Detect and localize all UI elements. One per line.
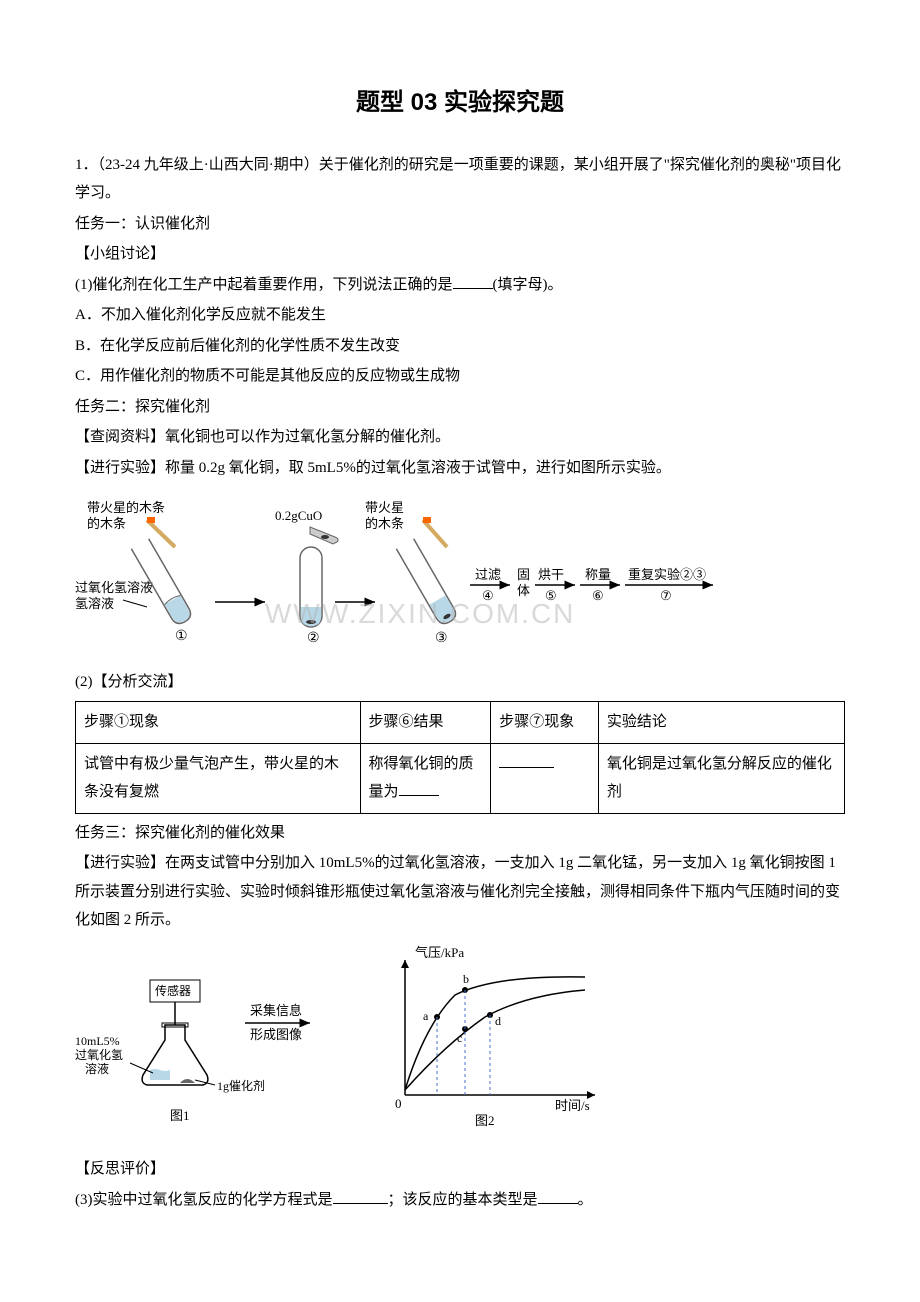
step-dry: 烘干	[538, 567, 564, 582]
task3-header: 任务三：探究催化剂的催化效果	[75, 819, 845, 848]
process-steps: 过滤 ④ 固 体 烘干 ⑤ 称量 ⑥ 重复实验②③ ⑦	[470, 567, 713, 603]
table-header-row: 步骤①现象 步骤⑥结果 步骤⑦现象 实验结论	[76, 702, 845, 744]
flask-l3: 溶液	[85, 1061, 109, 1076]
diagram-1-tubes: 带火星的木条 的木条 过氧化氢溶液 氢溶液 ① 0.2gCuO ②	[75, 492, 845, 658]
step-weigh: 称量	[585, 567, 611, 582]
question-intro: 1．（23-24 九年级上·山西大同·期中）关于催化剂的研究是一项重要的课题，某…	[75, 151, 845, 208]
point-d: d	[495, 1014, 501, 1028]
num-5: ⑤	[545, 588, 557, 603]
pressure-chart: 气压/kPa 0 时间/s a b c d 图2	[395, 945, 595, 1128]
svg-text:氢溶液: 氢溶液	[75, 596, 114, 611]
option-b: B．在化学反应前后催化剂的化学性质不发生改变	[75, 332, 845, 361]
blank-fill	[538, 1189, 578, 1204]
svg-text:0: 0	[395, 1096, 402, 1111]
th-1: 步骤①现象	[76, 702, 361, 744]
step-repeat: 重复实验②③	[628, 567, 706, 582]
num-2: ②	[307, 631, 320, 646]
splint-label-3: 带火星	[365, 500, 404, 515]
fig1-label: 图1	[170, 1108, 190, 1123]
num-3: ③	[435, 631, 448, 646]
q1-3-suffix: 。	[578, 1192, 593, 1208]
cell-2: 称得氧化铜的质量为	[360, 743, 491, 813]
q1-1-text: (1)催化剂在化工生产中起着重要作用，下列说法正确的是	[75, 277, 453, 293]
th-2: 步骤⑥结果	[360, 702, 491, 744]
option-a: A．不加入催化剂化学反应就不能发生	[75, 301, 845, 330]
num-4: ④	[482, 588, 494, 603]
collect-arrow: 采集信息 形成图像	[245, 1003, 310, 1042]
page-title: 题型 03 实验探究题	[75, 80, 845, 126]
experiment3-label: 【进行实验】在两支试管中分别加入 10mL5%的过氧化氢溶液，一支加入 1g 二…	[75, 849, 845, 935]
question-1-1: (1)催化剂在化工生产中起着重要作用，下列说法正确的是 (填字母)。	[75, 271, 845, 300]
blank-fill	[399, 781, 439, 796]
xaxis-label: 时间/s	[555, 1098, 590, 1113]
svg-text:体: 体	[517, 583, 530, 598]
num-1: ①	[175, 629, 188, 644]
q1-3-mid: ；该反应的基本类型是	[388, 1192, 538, 1208]
flask-l2: 过氧化氢	[75, 1047, 123, 1062]
yaxis-label: 气压/kPa	[415, 945, 464, 960]
reflect-label: 【反思评价】	[75, 1155, 845, 1184]
blank-fill	[499, 753, 554, 768]
point-c: c	[457, 1031, 462, 1045]
table-row: 试管中有极少量气泡产生，带火星的木条没有复燃 称得氧化铜的质量为 氧化铜是过氧化…	[76, 743, 845, 813]
lookup-label: 【查阅资料】氧化铜也可以作为过氧化氢分解的催化剂。	[75, 423, 845, 452]
question-1-2: (2)【分析交流】	[75, 668, 845, 697]
splint-icon-3	[423, 520, 447, 547]
q1-3-text: (3)实验中过氧化氢反应的化学方程式是	[75, 1192, 333, 1208]
step-filter: 过滤	[475, 567, 501, 582]
point-a: a	[423, 1009, 429, 1023]
collect-l1: 采集信息	[250, 1003, 302, 1018]
step-solid: 固	[517, 567, 530, 582]
cell-3	[491, 743, 599, 813]
tube-3-group: 带火星 的木条 ③	[365, 500, 459, 646]
point-b: b	[463, 972, 469, 986]
blank-fill	[333, 1189, 388, 1204]
th-3: 步骤⑦现象	[491, 702, 599, 744]
diagram-2-chart: 传感器 1g催化剂 10mL5% 过氧化氢 溶液 图1 采集信息 形成图像 气压…	[75, 945, 845, 1146]
collect-l2: 形成图像	[250, 1027, 302, 1042]
analysis-table: 步骤①现象 步骤⑥结果 步骤⑦现象 实验结论 试管中有极少量气泡产生，带火星的木…	[75, 701, 845, 814]
cuo-label: 0.2gCuO	[275, 508, 322, 523]
q1-1-suffix: (填字母)。	[493, 277, 563, 293]
task1-header: 任务一：认识催化剂	[75, 210, 845, 239]
tube-2-group: 0.2gCuO ②	[275, 508, 338, 646]
flask-l1: 10mL5%	[75, 1034, 120, 1048]
num-7: ⑦	[660, 588, 672, 603]
question-1-3: (3)实验中过氧化氢反应的化学方程式是 ；该反应的基本类型是 。	[75, 1186, 845, 1215]
fig2-label: 图2	[475, 1113, 495, 1128]
svg-text:的木条: 的木条	[87, 516, 126, 531]
task2-header: 任务二：探究催化剂	[75, 393, 845, 422]
h2o2-label: 过氧化氢溶液	[75, 580, 153, 595]
cell-4: 氧化铜是过氧化氢分解反应的催化剂	[598, 743, 844, 813]
option-c: C．用作催化剂的物质不可能是其他反应的反应物或生成物	[75, 362, 845, 391]
catalyst-label: 1g催化剂	[217, 1078, 265, 1093]
discuss-label: 【小组讨论】	[75, 240, 845, 269]
th-4: 实验结论	[598, 702, 844, 744]
experiment-label: 【进行实验】称量 0.2g 氧化铜，取 5mL5%的过氧化氢溶液于试管中，进行如…	[75, 454, 845, 483]
flask-setup: 传感器 1g催化剂 10mL5% 过氧化氢 溶液 图1	[75, 980, 265, 1123]
sensor-label: 传感器	[155, 983, 191, 998]
num-6: ⑥	[592, 588, 604, 603]
tube-1-group: 带火星的木条 的木条 过氧化氢溶液 氢溶液 ①	[75, 500, 194, 644]
splint-label-1: 带火星的木条	[87, 500, 165, 515]
blank-fill	[453, 274, 493, 289]
svg-text:的木条: 的木条	[365, 516, 404, 531]
cell-1: 试管中有极少量气泡产生，带火星的木条没有复燃	[76, 743, 361, 813]
